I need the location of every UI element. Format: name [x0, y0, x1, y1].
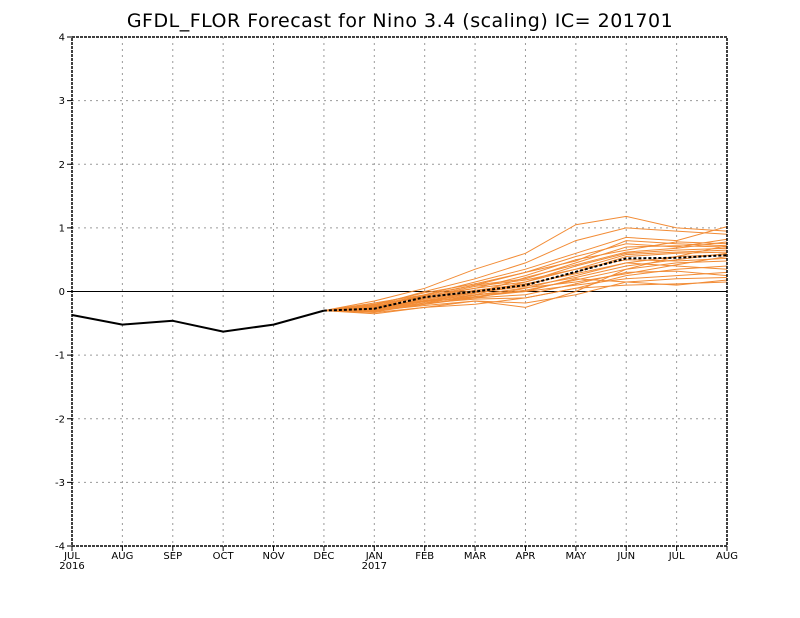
- y-tick-label: 0: [59, 287, 65, 298]
- y-tick-label: 1: [59, 223, 65, 234]
- axes-layer: [67, 36, 728, 551]
- ensemble-member-line: [323, 240, 728, 312]
- y-tick-label: -3: [55, 478, 65, 489]
- y-tick-label: -4: [55, 542, 65, 553]
- x-tick-label: AUG: [111, 551, 133, 562]
- x-tick-label: SEP: [163, 551, 182, 562]
- x-tick-label: FEB: [415, 551, 434, 562]
- ensemble-member-line: [323, 245, 728, 312]
- x-tick-label: AUG: [716, 551, 738, 562]
- x-tick-label: APR: [516, 551, 536, 562]
- x-tick-label: JUN: [616, 551, 635, 562]
- ensemble-members-layer: [323, 215, 728, 315]
- ensemble-mean-line: [323, 254, 728, 312]
- x-tick-label: MAY: [565, 551, 587, 562]
- x-tick-label: NOV: [263, 551, 285, 562]
- x-tick-label: JUL: [63, 551, 80, 562]
- x-tick-label: MAR: [464, 551, 486, 562]
- observed-line: [71, 309, 325, 333]
- x-tick-year-label: 2017: [362, 561, 387, 572]
- y-tick-label: 2: [59, 160, 65, 171]
- grid-layer: [72, 37, 727, 546]
- y-tick-label: 3: [59, 96, 65, 107]
- ensemble-member-line: [323, 249, 728, 312]
- x-tick-year-label: 2016: [59, 561, 84, 572]
- ensemble-member-line: [323, 278, 728, 312]
- y-tick-label: 4: [59, 33, 65, 44]
- ensemble-mean-layer: [323, 254, 728, 312]
- ensemble-member-line: [323, 256, 728, 312]
- observed-layer: [71, 309, 325, 333]
- x-tick-label: JUL: [668, 551, 685, 562]
- chart-title: GFDL_FLOR Forecast for Nino 3.4 (scaling…: [126, 10, 674, 32]
- ensemble-member-line: [323, 215, 728, 312]
- y-tick-label: -1: [55, 351, 65, 362]
- y-tick-label: -2: [55, 414, 65, 425]
- x-tick-label: OCT: [213, 551, 235, 562]
- x-tick-label: DEC: [313, 551, 334, 562]
- ensemble-member-line: [323, 238, 728, 312]
- ensemble-member-line: [323, 270, 728, 312]
- x-tick-label: JAN: [365, 551, 383, 562]
